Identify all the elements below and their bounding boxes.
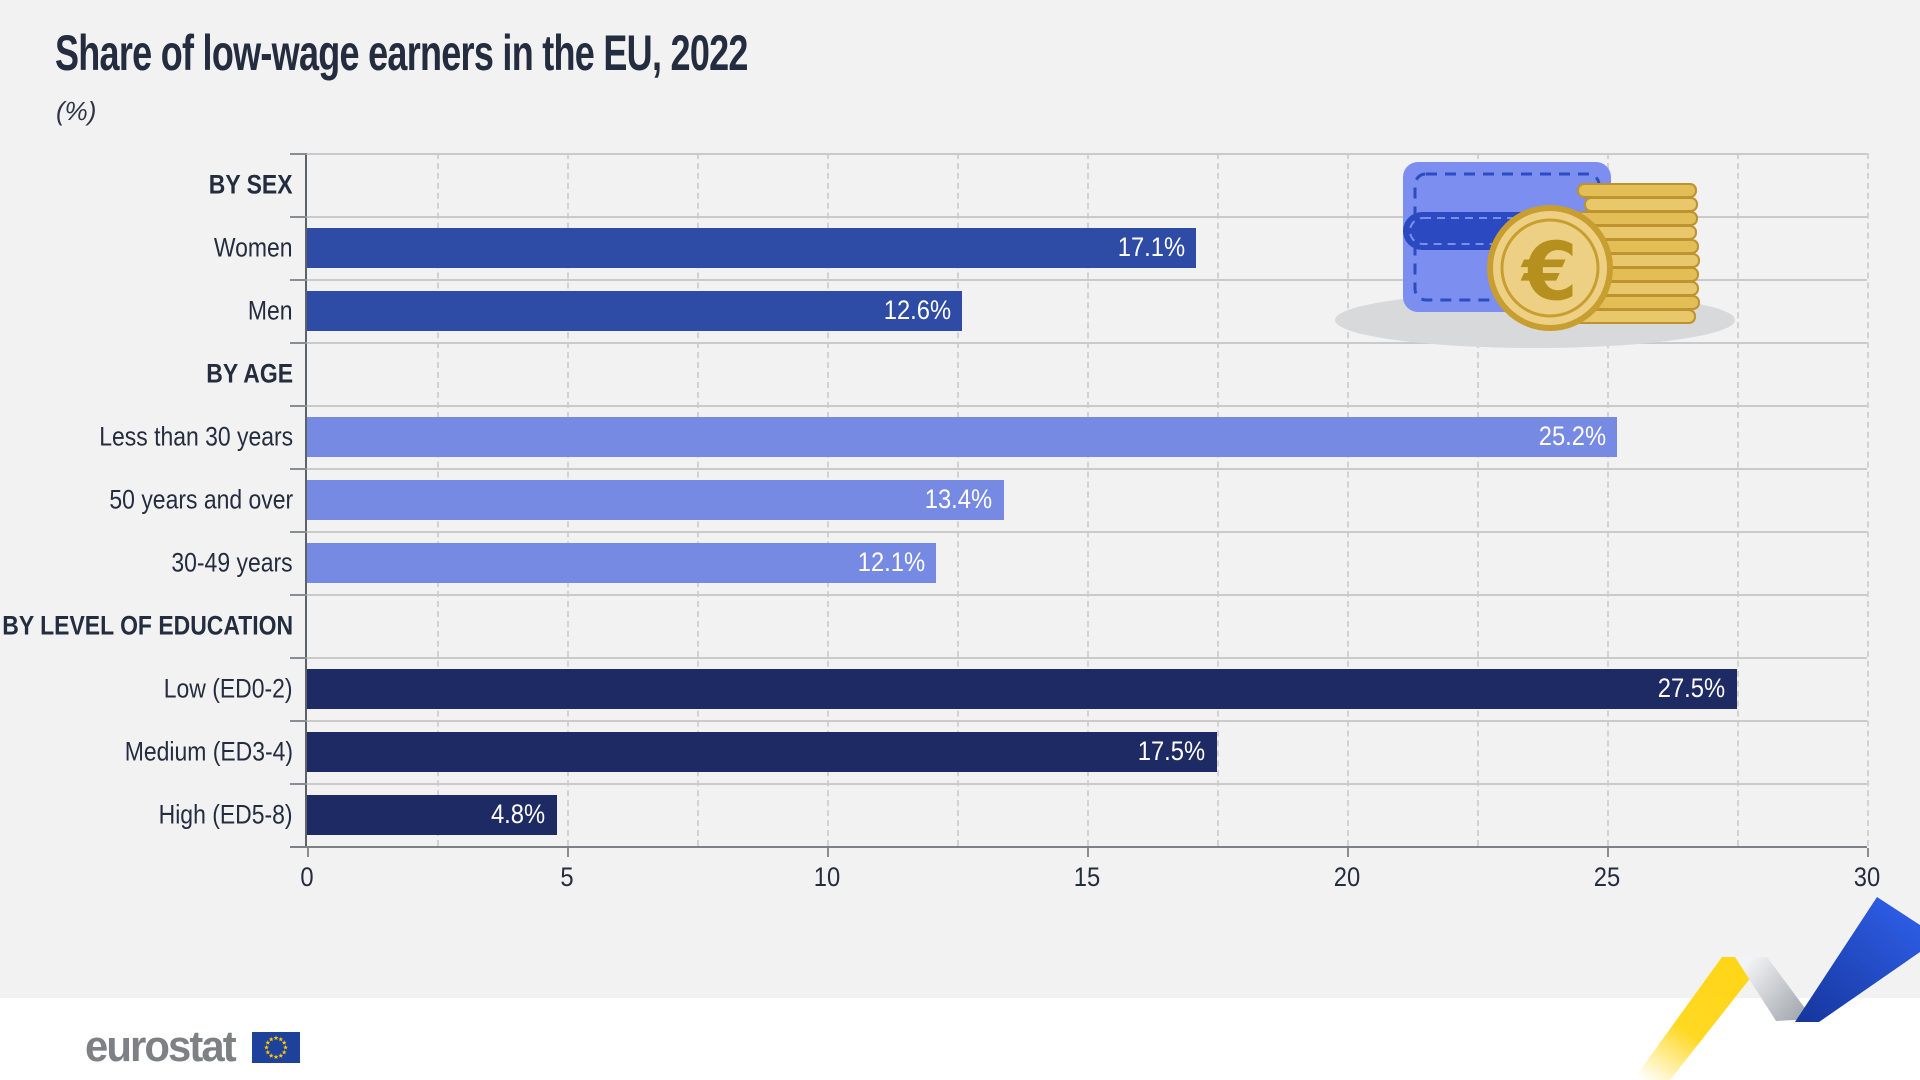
row-separator-line (307, 594, 1867, 596)
x-axis-tick (1607, 848, 1609, 857)
axis-left-tick (290, 342, 307, 344)
wallet-euro-coins-illustration: € (1335, 162, 1735, 348)
category-row-less-than-30-years: Less than 30 years 25.2% (99, 405, 1867, 468)
group-header-row: BY SEX (209, 153, 1867, 216)
x-axis-tick (1087, 848, 1089, 857)
row-separator-line (307, 153, 1867, 155)
page-title: Share of low-wage earners in the EU, 202… (55, 25, 748, 81)
bar-value-label: 25.2% (1538, 421, 1606, 451)
ribbon-decoration (1633, 897, 1920, 1080)
category-row-low-ed0-2: Low (ED0-2) 27.5% (164, 657, 1867, 720)
axis-left-tick (290, 783, 307, 785)
vertical-gridline (1607, 153, 1609, 846)
bar-value-label: 27.5% (1658, 673, 1726, 703)
euro-symbol: € (1520, 226, 1578, 319)
category-label-less-than-30-years: Less than 30 years (99, 421, 293, 451)
bar-value-label: 13.4% (924, 484, 993, 514)
category-row-30-49-years: 30-49 years 12.1% (172, 531, 1867, 594)
x-axis-tick-label: 15 (1073, 862, 1101, 892)
bar-value-label: 17.1% (1117, 232, 1185, 262)
category-row-50-years-and-over: 50 years and over 13.4% (109, 468, 1867, 531)
x-axis-tick (1346, 848, 1349, 857)
x-axis-tick (566, 848, 569, 857)
axis-left-tick (290, 531, 307, 533)
row-separator-line (307, 405, 1867, 407)
vertical-gridline (1217, 153, 1219, 846)
x-axis-tick (1867, 848, 1869, 857)
bar-high-ed5-8: 4.8% (307, 794, 557, 835)
x-axis-tick-label: 5 (560, 862, 574, 892)
category-row-women: Women 17.1% (214, 216, 1867, 279)
eurostat-logo: eurostat (85, 1022, 300, 1072)
row-separator-line (307, 783, 1867, 785)
bar-men: 12.6% (307, 290, 963, 331)
row-separator-line (307, 216, 1867, 218)
group-header-by-level-of-education: BY LEVEL OF EDUCATION (2, 610, 293, 640)
euro-coin: € (1487, 205, 1613, 331)
ribbon-yellow-stripe (1633, 957, 1767, 1080)
group-header-row: BY LEVEL OF EDUCATION (2, 594, 1867, 657)
footer-background (0, 998, 1920, 1080)
bar-medium-ed3-4: 17.5% (307, 731, 1217, 772)
x-axis-tick-label: 20 (1333, 862, 1361, 892)
group-header-row: BY AGE (206, 342, 1867, 405)
axis-left-tick (290, 279, 307, 281)
axis-left-tick (290, 405, 307, 407)
chart-unit-subtitle: (%) (56, 96, 97, 126)
category-label-women: Women (214, 232, 293, 262)
bar-value-label: 17.5% (1138, 736, 1206, 766)
category-row-men: Men 12.6% (248, 279, 1867, 342)
group-header-by-age: BY AGE (206, 358, 293, 388)
x-axis-tick-label: 0 (300, 862, 314, 892)
vertical-gridline (1737, 153, 1739, 846)
category-row-medium-ed3-4: Medium (ED3-4) 17.5% (125, 720, 1867, 783)
category-label-men: Men (248, 295, 293, 325)
ribbon-blue-stripe (1795, 897, 1920, 1022)
category-label-50-years-and-over: 50 years and over (109, 484, 293, 514)
bar-50-years-and-over: 13.4% (307, 479, 1004, 520)
bar-less-than-30-years: 25.2% (307, 416, 1618, 457)
x-axis-tick-label: 25 (1593, 862, 1621, 892)
eu-flag-icon (251, 1031, 300, 1063)
vertical-gridline (1867, 153, 1869, 846)
axis-left-tick (290, 468, 307, 470)
row-separator-line (307, 342, 1867, 344)
x-axis-tick (307, 848, 309, 857)
bar-chart: BY SEX Women 17.1% Men 12.6% BY AGE Less than … (2, 153, 1880, 892)
row-separator-line (307, 531, 1867, 533)
category-label-high-ed5-8: High (ED5-8) (159, 799, 293, 829)
vertical-gridline (1346, 153, 1349, 846)
eurostat-logo-text: eurostat (85, 1022, 237, 1071)
row-separator-line (307, 720, 1867, 722)
group-header-by-sex: BY SEX (209, 169, 293, 199)
bar-value-label: 4.8% (490, 799, 546, 829)
category-label-low-ed0-2: Low (ED0-2) (164, 673, 293, 703)
bar-value-label: 12.6% (883, 295, 951, 325)
row-separator-line (307, 657, 1867, 659)
bar-women: 17.1% (307, 227, 1197, 268)
chart-rows: BY SEX Women 17.1% Men 12.6% BY AGE Less than … (2, 153, 1867, 846)
category-label-medium-ed3-4: Medium (ED3-4) (124, 736, 293, 766)
bar-value-label: 12.1% (857, 547, 925, 577)
vertical-gridline (1087, 153, 1089, 846)
category-row-high-ed5-8: High (ED5-8) 4.8% (159, 783, 1867, 846)
row-separator-line (307, 468, 1867, 470)
vertical-gridline (1477, 153, 1479, 846)
category-label-30-49-years: 30-49 years (171, 547, 293, 577)
ribbon-silver-fold (1735, 957, 1813, 1021)
bar-30-49-years: 12.1% (307, 542, 937, 583)
axis-left-tick (290, 657, 307, 659)
x-axis-tick-label: 10 (813, 862, 841, 892)
x-axis-line (290, 846, 1867, 848)
row-separator-line (307, 279, 1867, 281)
axis-left-tick (290, 720, 307, 722)
bar-low-ed0-2: 27.5% (307, 668, 1737, 709)
axis-left-tick (290, 153, 307, 155)
axis-left-tick (290, 594, 307, 596)
x-axis-tick (826, 848, 829, 857)
axis-left-tick (290, 216, 307, 218)
x-axis-tick-label: 30 (1853, 862, 1881, 892)
